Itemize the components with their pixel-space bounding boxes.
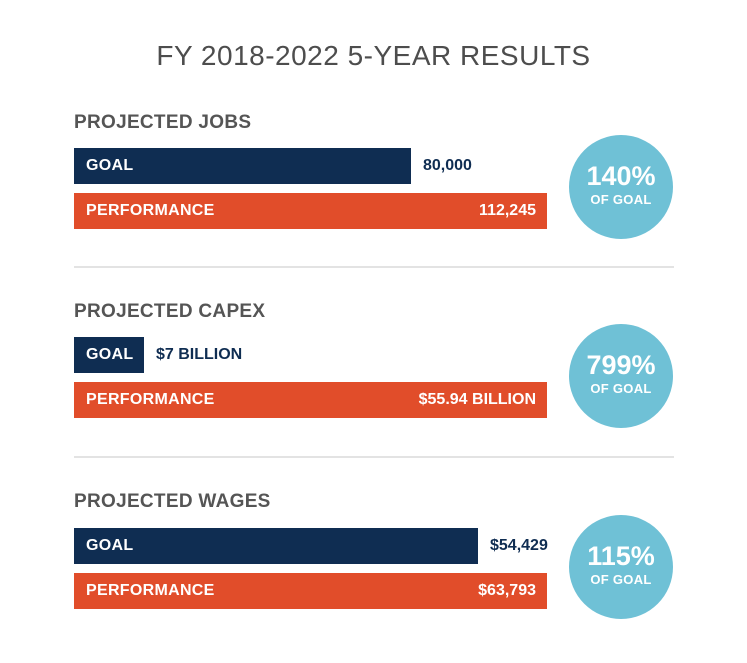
percent-value: 799% [586,350,656,380]
percent-caption: OF GOAL [590,192,652,207]
performance-bar-label: PERFORMANCE [86,391,215,408]
goal-bar-label: GOAL [86,346,134,363]
performance-bar: PERFORMANCE 112,245 [74,193,547,229]
section-projected-jobs: PROJECTED JOBS GOAL 80,000 PERFORMANCE 1… [74,112,674,242]
percent-of-goal-badge: 799% OF GOAL [569,324,673,428]
performance-bar-label: PERFORMANCE [86,582,215,599]
section-divider [74,456,674,458]
performance-bar: PERFORMANCE $63,793 [74,573,547,609]
percent-value: 140% [586,161,656,191]
goal-bar-label: GOAL [86,157,134,174]
percent-value: 115% [587,541,655,571]
section-projected-wages: PROJECTED WAGES GOAL $54,429 PERFORMANCE… [74,491,674,621]
performance-bar: PERFORMANCE $55.94 BILLION [74,382,547,418]
goal-bar-value: $7 BILLION [156,346,243,363]
performance-bar-label: PERFORMANCE [86,202,215,219]
section-divider [74,266,674,268]
chart-title: FY 2018-2022 5-YEAR RESULTS [156,40,591,71]
goal-bar: GOAL [74,528,478,564]
percent-caption: OF GOAL [590,381,652,396]
percent-of-goal-badge: 140% OF GOAL [569,135,673,239]
goal-bar-label: GOAL [86,537,134,554]
section-heading: PROJECTED WAGES [74,491,271,512]
section-heading: PROJECTED CAPEX [74,301,266,322]
performance-bar-value: $63,793 [478,582,536,599]
goal-bar-value: $54,429 [490,537,548,554]
percent-of-goal-badge: 115% OF GOAL [569,515,673,619]
goal-bar-value: 80,000 [423,157,472,174]
performance-bar-value: $55.94 BILLION [418,391,536,408]
section-heading: PROJECTED JOBS [74,112,252,133]
goal-bar: GOAL [74,337,144,373]
percent-caption: OF GOAL [590,572,652,587]
section-projected-capex: PROJECTED CAPEX GOAL $7 BILLION PERFORMA… [74,301,674,431]
performance-bar-value: 112,245 [479,202,536,219]
goal-bar: GOAL [74,148,411,184]
